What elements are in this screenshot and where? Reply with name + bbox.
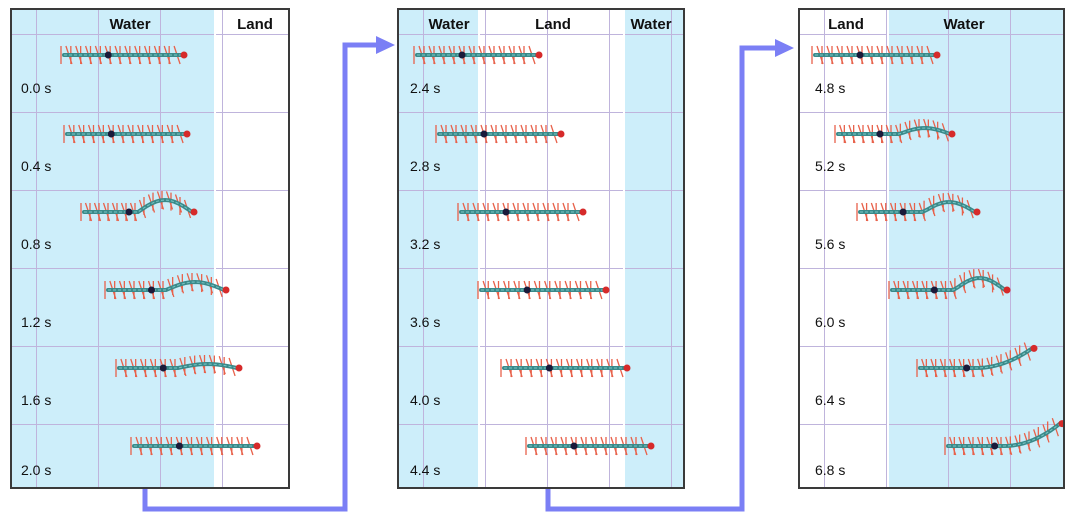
head-marker bbox=[948, 130, 956, 138]
zone-land bbox=[800, 10, 888, 487]
center-of-mass-marker bbox=[570, 442, 578, 450]
time-label: 6.0 s bbox=[815, 314, 846, 330]
time-label: 0.4 s bbox=[21, 158, 52, 174]
head-marker bbox=[1030, 344, 1038, 352]
time-label: 5.2 s bbox=[815, 158, 846, 174]
head-marker bbox=[235, 364, 243, 372]
center-of-mass-marker bbox=[545, 364, 553, 372]
centipede bbox=[435, 124, 565, 144]
center-of-mass-marker bbox=[523, 286, 531, 294]
arrow-panel2-to-panel3 bbox=[545, 45, 777, 512]
centipede-frames bbox=[811, 45, 1063, 456]
centipede bbox=[916, 342, 1038, 378]
zone-label: Water bbox=[109, 16, 151, 33]
centipede bbox=[811, 45, 941, 65]
time-label: 4.8 s bbox=[815, 80, 846, 96]
centipede bbox=[525, 436, 655, 456]
zone-label: Land bbox=[828, 16, 864, 33]
time-label: 3.2 s bbox=[410, 236, 441, 252]
panel-0: Water Land 0.0 s 0.4 s 0.8 s 1.2 s 1.6 s… bbox=[10, 8, 290, 489]
centipede bbox=[413, 45, 543, 65]
time-label: 6.8 s bbox=[815, 462, 846, 478]
centipede bbox=[888, 268, 1011, 300]
centipede bbox=[477, 280, 610, 300]
center-of-mass-marker bbox=[899, 208, 907, 216]
head-marker bbox=[190, 208, 198, 216]
time-label: 3.6 s bbox=[410, 314, 441, 330]
centipede bbox=[80, 191, 198, 222]
head-marker bbox=[183, 130, 191, 138]
centipede bbox=[834, 118, 956, 144]
centipede bbox=[130, 436, 261, 456]
head-marker bbox=[579, 208, 587, 216]
center-of-mass-marker bbox=[159, 364, 167, 372]
zone-label: Water bbox=[428, 16, 470, 33]
center-of-mass-marker bbox=[107, 130, 115, 138]
centipede bbox=[63, 124, 191, 144]
centipede-frames bbox=[60, 45, 261, 456]
centipede bbox=[60, 45, 188, 65]
center-of-mass-marker bbox=[480, 130, 488, 138]
time-label: 2.0 s bbox=[21, 462, 52, 478]
centipede bbox=[500, 358, 631, 378]
time-label: 1.2 s bbox=[21, 314, 52, 330]
zone-label: Water bbox=[943, 16, 985, 33]
time-label: 0.0 s bbox=[21, 80, 52, 96]
time-label: 0.8 s bbox=[21, 236, 52, 252]
center-of-mass-marker bbox=[856, 51, 864, 59]
center-of-mass-marker bbox=[148, 286, 155, 294]
time-label: 1.6 s bbox=[21, 392, 52, 408]
center-of-mass-marker bbox=[125, 208, 133, 216]
arrow-panel1-to-panel2 bbox=[142, 42, 378, 512]
head-marker bbox=[222, 286, 230, 294]
centipede bbox=[115, 354, 243, 378]
center-of-mass-marker bbox=[458, 51, 466, 59]
zone-water bbox=[888, 10, 1063, 487]
centipede bbox=[457, 202, 587, 222]
time-label: 4.4 s bbox=[410, 462, 441, 478]
head-marker bbox=[1058, 420, 1063, 428]
head-marker bbox=[647, 442, 655, 450]
center-of-mass-marker bbox=[876, 130, 884, 138]
time-label: 5.6 s bbox=[815, 236, 846, 252]
arrowhead bbox=[376, 36, 395, 54]
head-marker bbox=[623, 364, 631, 372]
panel-2: Land Water 4.8 s 5.2 s 5.6 s 6.0 s 6.4 s… bbox=[798, 8, 1065, 489]
time-label: 2.4 s bbox=[410, 80, 441, 96]
time-label: 6.4 s bbox=[815, 392, 846, 408]
zone-water bbox=[624, 10, 683, 487]
arrowhead bbox=[775, 39, 794, 57]
zone-label: Land bbox=[535, 16, 571, 33]
head-marker bbox=[933, 51, 941, 59]
centipede-frames bbox=[413, 45, 655, 456]
zone-label: Land bbox=[237, 16, 273, 33]
center-of-mass-marker bbox=[502, 208, 510, 216]
zone-land bbox=[479, 10, 624, 487]
zone-water bbox=[12, 10, 215, 487]
center-of-mass-marker bbox=[930, 286, 938, 294]
center-of-mass-marker bbox=[991, 442, 999, 450]
head-marker bbox=[253, 442, 261, 450]
head-marker bbox=[973, 208, 981, 216]
centipede bbox=[856, 192, 981, 222]
centipede bbox=[944, 417, 1063, 456]
head-marker bbox=[180, 51, 188, 59]
time-label: 4.0 s bbox=[410, 392, 441, 408]
center-of-mass-marker bbox=[104, 51, 112, 59]
head-marker bbox=[602, 286, 610, 294]
centipede bbox=[104, 273, 230, 300]
head-marker bbox=[535, 51, 543, 59]
center-of-mass-marker bbox=[963, 364, 971, 372]
time-label: 2.8 s bbox=[410, 158, 441, 174]
panel-1: Water Land Water 2.4 s 2.8 s 3.2 s 3.6 s… bbox=[397, 8, 685, 489]
head-marker bbox=[1003, 286, 1011, 294]
center-of-mass-marker bbox=[175, 442, 183, 450]
head-marker bbox=[557, 130, 565, 138]
zone-water bbox=[399, 10, 479, 487]
zone-land bbox=[215, 10, 288, 487]
zone-label: Water bbox=[630, 16, 672, 33]
